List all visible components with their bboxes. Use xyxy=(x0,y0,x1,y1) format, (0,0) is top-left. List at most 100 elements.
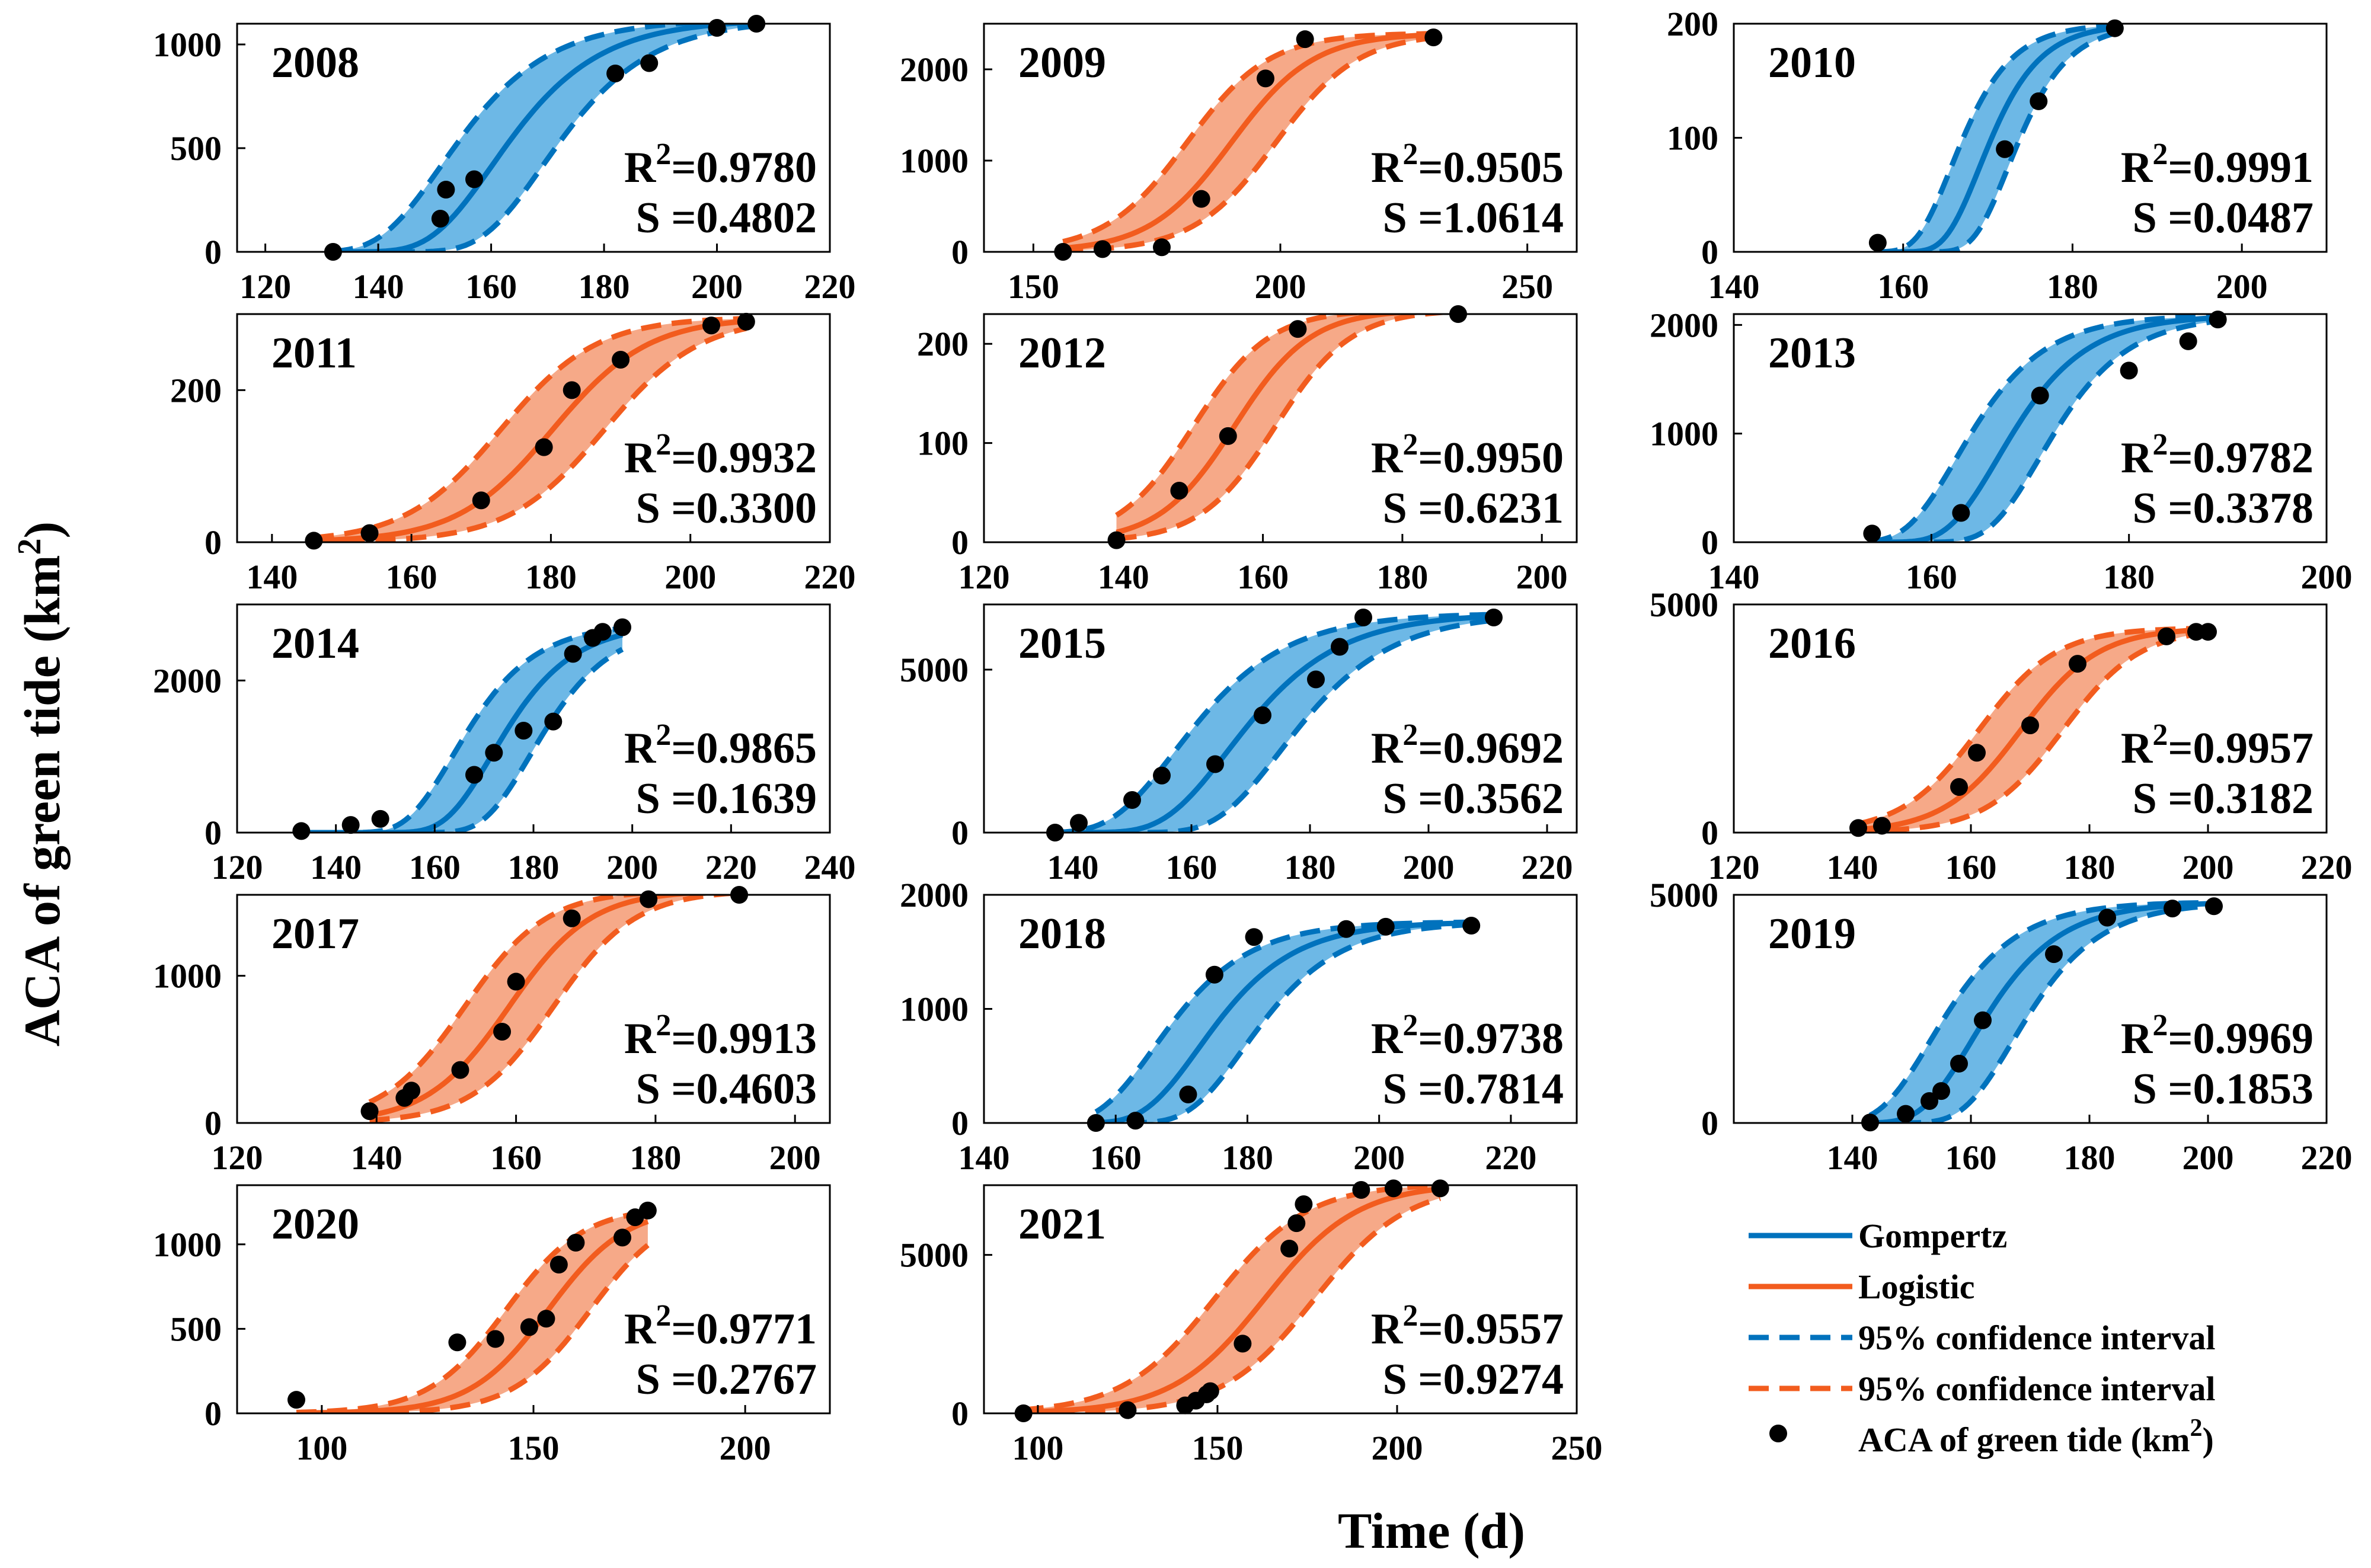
y-tick-label: 1000 xyxy=(153,25,222,64)
y-tick-label: 5000 xyxy=(1650,585,1718,624)
r-squared-label: R2=0.9557 xyxy=(1371,1299,1564,1353)
y-tick-label: 0 xyxy=(204,1104,222,1143)
x-tick-label: 220 xyxy=(2301,1138,2353,1177)
panel-title: 2013 xyxy=(1768,329,1856,377)
data-point xyxy=(640,54,659,72)
fit-line xyxy=(1023,1186,1441,1413)
r-squared-label: R2=0.9738 xyxy=(1371,1009,1564,1063)
x-tick-label: 220 xyxy=(1522,848,1573,887)
y-tick-label: 5000 xyxy=(900,651,969,689)
data-point xyxy=(638,1201,657,1220)
panel-title: 2016 xyxy=(1768,619,1856,668)
data-point xyxy=(1952,504,1970,522)
ci-upper-line xyxy=(368,895,663,1105)
panel-title: 2008 xyxy=(271,39,359,87)
y-tick-label: 2000 xyxy=(900,876,969,914)
plot-frame xyxy=(983,1184,1578,1415)
ci-upper-line xyxy=(296,1209,648,1413)
legend-label: Logistic xyxy=(1858,1268,1975,1306)
ci-lower-line xyxy=(1877,30,2116,252)
data-point xyxy=(1107,531,1126,549)
data-point xyxy=(520,1318,538,1336)
data-point xyxy=(341,816,360,834)
data-point xyxy=(2021,716,2039,735)
x-tick-label: 140 xyxy=(958,1138,1010,1177)
data-point xyxy=(1996,140,2014,158)
data-point xyxy=(1245,928,1263,946)
x-tick-label: 160 xyxy=(409,848,461,887)
data-point xyxy=(465,766,483,784)
legend-swatch xyxy=(1769,1425,1787,1442)
data-point xyxy=(1932,1082,1950,1100)
r-squared-label: R2=0.9782 xyxy=(2121,428,2314,482)
x-tick-label: 120 xyxy=(1708,848,1760,887)
data-point xyxy=(1462,916,1481,935)
panel-2014: 120 140 160 180 200 220 240 0 2000 2014 R2=0.9865S… xyxy=(153,603,856,887)
ci-upper-line xyxy=(1877,24,2116,252)
r-squared-label: R2=0.9932 xyxy=(624,428,817,482)
data-point xyxy=(1431,1179,1449,1198)
data-point xyxy=(2209,311,2227,329)
data-point xyxy=(1126,1112,1145,1130)
x-tick-label: 160 xyxy=(465,267,517,306)
data-point xyxy=(472,491,490,510)
data-point xyxy=(1354,609,1372,626)
data-point xyxy=(1254,706,1271,724)
panel-title: 2020 xyxy=(271,1200,359,1249)
data-point xyxy=(515,722,533,740)
data-point xyxy=(2179,332,2197,350)
ci-lower-line xyxy=(314,325,747,542)
panel-title: 2009 xyxy=(1018,39,1106,87)
y-tick-label: 100 xyxy=(917,424,969,463)
ci-upper-line xyxy=(1115,314,1376,518)
data-point xyxy=(563,909,581,927)
x-tick-label: 180 xyxy=(579,267,630,306)
data-point xyxy=(1205,965,1223,984)
y-tick-label: 0 xyxy=(204,814,222,852)
data-point xyxy=(567,1233,585,1252)
data-point xyxy=(1295,1195,1313,1214)
x-tick-label: 200 xyxy=(2183,848,2234,887)
data-point xyxy=(1863,524,1881,543)
plot-frame xyxy=(983,313,1578,543)
x-tick-label: 180 xyxy=(525,558,577,596)
y-tick-label: 0 xyxy=(204,523,222,562)
y-tick-label: 0 xyxy=(1701,814,1718,852)
x-tick-label: 180 xyxy=(2047,267,2098,306)
x-tick-label: 140 xyxy=(353,267,404,306)
x-tick-label: 140 xyxy=(310,848,362,887)
x-tick-label: 140 xyxy=(1827,848,1878,887)
panel-title: 2014 xyxy=(271,619,359,668)
s-value-label: S =0.3378 xyxy=(2133,484,2314,533)
x-tick-label: 100 xyxy=(296,1429,347,1467)
fit-line xyxy=(1055,613,1494,833)
y-tick-label: 1000 xyxy=(900,142,969,180)
x-tick-label: 150 xyxy=(1191,1429,1243,1467)
data-point xyxy=(1950,778,1968,796)
data-point xyxy=(1219,427,1237,445)
ci-lower-line xyxy=(369,895,740,1123)
s-value-label: S =0.1639 xyxy=(636,775,817,823)
data-point xyxy=(507,972,525,991)
r-squared-label: R2=0.9771 xyxy=(624,1299,817,1353)
data-point xyxy=(2199,623,2217,641)
s-value-label: S =0.3562 xyxy=(1383,775,1564,823)
data-point xyxy=(1968,744,1986,762)
data-point xyxy=(2205,897,2223,916)
data-point xyxy=(1280,1239,1299,1257)
y-tick-label: 200 xyxy=(917,325,969,363)
ci-upper-line xyxy=(1871,314,2218,542)
fit-line xyxy=(314,318,747,542)
confidence-band xyxy=(1063,33,1434,251)
y-tick-label: 200 xyxy=(170,371,222,409)
data-point xyxy=(451,1061,469,1079)
data-point xyxy=(1153,238,1171,257)
data-point xyxy=(1170,481,1188,500)
x-axis-label: Time (d) xyxy=(1338,1502,1525,1559)
x-tick-label: 120 xyxy=(958,558,1010,596)
y-tick-label: 0 xyxy=(951,1104,969,1143)
data-point xyxy=(549,1256,568,1274)
plot-frame xyxy=(236,313,831,543)
